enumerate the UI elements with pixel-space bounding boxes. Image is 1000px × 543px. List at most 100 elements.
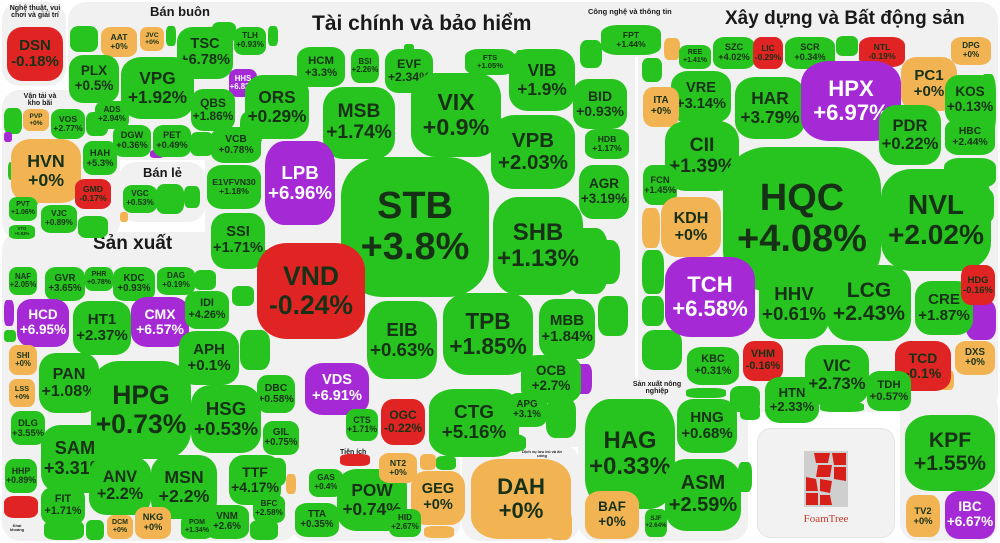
stock-cell-hng[interactable]: HNG +0.68%	[677, 399, 737, 453]
stock-cell-small[interactable]	[642, 296, 664, 326]
stock-cell-stb[interactable]: STB +3.8%	[341, 157, 489, 297]
stock-cell-tta[interactable]: TTA +0.35%	[295, 503, 339, 537]
stock-cell-ht1[interactable]: HT1 +2.37%	[73, 301, 131, 355]
stock-cell-small[interactable]	[156, 184, 184, 214]
stock-cell-small[interactable]	[642, 58, 662, 82]
stock-cell-kos[interactable]: KOS +0.13%	[945, 75, 995, 125]
stock-cell-small[interactable]	[70, 26, 98, 52]
stock-cell-fpt[interactable]: FPT +1.44%	[601, 25, 661, 55]
stock-cell-hid[interactable]: HID +2.67%	[389, 509, 421, 537]
stock-cell-small[interactable]	[190, 132, 214, 156]
stock-cell-small[interactable]	[286, 474, 296, 494]
stock-cell-hcd[interactable]: HCD +6.95%	[17, 299, 69, 347]
stock-cell-nt2[interactable]: NT2 +0%	[379, 453, 417, 483]
stock-cell-ors[interactable]: ORS +0.29%	[245, 75, 309, 139]
stock-cell-dsn[interactable]: DSN -0.18%	[7, 27, 63, 81]
stock-cell-pan[interactable]: PAN +1.08%	[39, 353, 99, 413]
stock-cell-vic[interactable]: VIC +2.73%	[805, 345, 869, 405]
stock-cell-sjf[interactable]: SJF +2.64%	[645, 509, 667, 537]
stock-cell-vds[interactable]: VDS +6.91%	[305, 363, 369, 415]
stock-cell-vnd[interactable]: VND -0.24%	[257, 243, 365, 339]
stock-cell-small[interactable]	[546, 398, 576, 438]
stock-cell-small[interactable]	[642, 330, 682, 370]
stock-cell-small[interactable]	[420, 454, 436, 470]
stock-cell-hag[interactable]: HAG +0.33%	[585, 399, 675, 509]
stock-cell-dag[interactable]: DAG +0.19%	[157, 267, 195, 295]
stock-cell-fts[interactable]: FTS +1.05%	[465, 49, 515, 75]
stock-cell-dlg[interactable]: DLG +3.55%	[11, 411, 45, 445]
stock-cell-small[interactable]	[4, 300, 14, 326]
stock-cell-pdr[interactable]: PDR +0.22%	[879, 105, 941, 165]
stock-cell-hdb[interactable]: HDB +1.17%	[585, 129, 629, 159]
stock-cell-small[interactable]	[232, 286, 254, 306]
stock-cell-small[interactable]	[590, 240, 620, 284]
stock-cell-small[interactable]	[268, 26, 278, 46]
stock-cell-naf[interactable]: NAF +2.05%	[9, 267, 37, 295]
stock-cell-bsi[interactable]: BSI +2.26%	[351, 49, 379, 83]
stock-cell-vix[interactable]: VIX +0.9%	[411, 73, 501, 157]
stock-cell-hah[interactable]: HAH +5.3%	[83, 141, 117, 175]
stock-cell-small[interactable]	[250, 520, 278, 540]
stock-cell-hhv[interactable]: HHV +0.61%	[759, 269, 829, 339]
stock-cell-jvc[interactable]: JVC +0%	[140, 27, 164, 51]
stock-cell-mbb[interactable]: MBB +1.84%	[539, 299, 595, 359]
stock-cell-agr[interactable]: AGR +3.19%	[579, 165, 629, 219]
stock-cell-small[interactable]	[740, 404, 760, 420]
stock-cell-lpb[interactable]: LPB +6.96%	[265, 141, 335, 225]
stock-cell-bid[interactable]: BID +0.93%	[573, 79, 627, 129]
stock-cell-dgw[interactable]: DGW +0.36%	[113, 125, 151, 157]
stock-cell-small[interactable]	[642, 208, 660, 248]
stock-cell-aat[interactable]: AAT +0%	[101, 27, 137, 57]
stock-cell-small[interactable]	[4, 132, 12, 142]
stock-cell-ita[interactable]: ITA +0%	[643, 87, 679, 127]
stock-cell-e1vfvn30[interactable]: E1VFVN30 +1.18%	[207, 165, 261, 209]
stock-cell-msb[interactable]: MSB +1.74%	[323, 87, 395, 159]
stock-cell-baf[interactable]: BAF +0%	[585, 491, 639, 539]
stock-cell-qbs[interactable]: QBS +1.86%	[191, 89, 235, 131]
stock-cell-hdg[interactable]: HDG -0.16%	[961, 265, 995, 305]
stock-cell-kbc[interactable]: KBC +0.31%	[687, 347, 739, 385]
stock-cell-cts[interactable]: CTS +1.71%	[346, 409, 378, 441]
stock-cell-dbc[interactable]: DBC +0.58%	[257, 375, 295, 413]
stock-cell-kdc[interactable]: KDC +0.93%	[113, 267, 155, 301]
stock-cell-pom[interactable]: POM +1.34%	[181, 515, 213, 539]
stock-cell-vos[interactable]: VOS +2.77%	[51, 109, 85, 139]
stock-cell-pvt[interactable]: PVT +1.06%	[9, 197, 37, 221]
stock-cell-vpb[interactable]: VPB +2.03%	[491, 115, 575, 189]
stock-cell-small[interactable]	[44, 520, 84, 540]
stock-cell-nkg[interactable]: NKG +0%	[135, 507, 171, 539]
stock-cell-small[interactable]	[86, 520, 104, 540]
stock-cell-szc[interactable]: SZC +4.02%	[713, 37, 755, 69]
stock-cell-tch[interactable]: TCH +6.58%	[665, 257, 755, 337]
stock-cell-dcm[interactable]: DCM +0%	[107, 515, 133, 539]
stock-cell-small[interactable]	[4, 108, 22, 134]
stock-cell-kdh[interactable]: KDH +0%	[661, 197, 721, 257]
stock-cell-hbc[interactable]: HBC +2.44%	[945, 119, 995, 155]
stock-cell-nvl[interactable]: NVL +2.02%	[881, 169, 991, 271]
stock-cell-hsg[interactable]: HSG +0.53%	[191, 385, 261, 453]
stock-cell-small[interactable]	[580, 40, 602, 68]
stock-cell-ree[interactable]: REE +1.41%	[679, 45, 711, 69]
stock-cell-gmd[interactable]: GMD -0.17%	[75, 179, 111, 209]
stock-cell-small[interactable]	[820, 402, 864, 412]
stock-cell-apg[interactable]: APG +3.1%	[507, 393, 547, 427]
stock-cell-hhp[interactable]: HHP +0.89%	[5, 459, 37, 493]
stock-cell-tpb[interactable]: TPB +1.85%	[443, 293, 533, 375]
stock-cell-fit[interactable]: FIT +1.71%	[41, 487, 85, 525]
stock-cell-dah[interactable]: DAH +0%	[471, 459, 571, 539]
stock-cell-ads[interactable]: ADS +2.94%	[95, 101, 129, 129]
stock-cell-vhm[interactable]: VHM -0.16%	[743, 341, 783, 381]
stock-cell-asm[interactable]: ASM +2.59%	[665, 459, 741, 531]
stock-cell-small[interactable]	[194, 270, 216, 290]
stock-cell-vgc[interactable]: VGC +0.53%	[123, 185, 157, 213]
stock-cell-vib[interactable]: VIB +1.9%	[509, 49, 575, 111]
stock-cell-dxs[interactable]: DXS +0%	[955, 341, 995, 375]
stock-cell-gil[interactable]: GIL +0.75%	[263, 421, 299, 455]
stock-cell-small[interactable]	[404, 44, 414, 52]
stock-cell-small[interactable]	[166, 26, 176, 46]
stock-cell-small[interactable]	[598, 296, 628, 336]
stock-cell-small[interactable]	[240, 330, 270, 370]
stock-cell-small[interactable]	[738, 462, 752, 492]
stock-cell-small[interactable]	[4, 330, 16, 342]
stock-cell-hcm[interactable]: HCM +3.3%	[297, 47, 345, 87]
